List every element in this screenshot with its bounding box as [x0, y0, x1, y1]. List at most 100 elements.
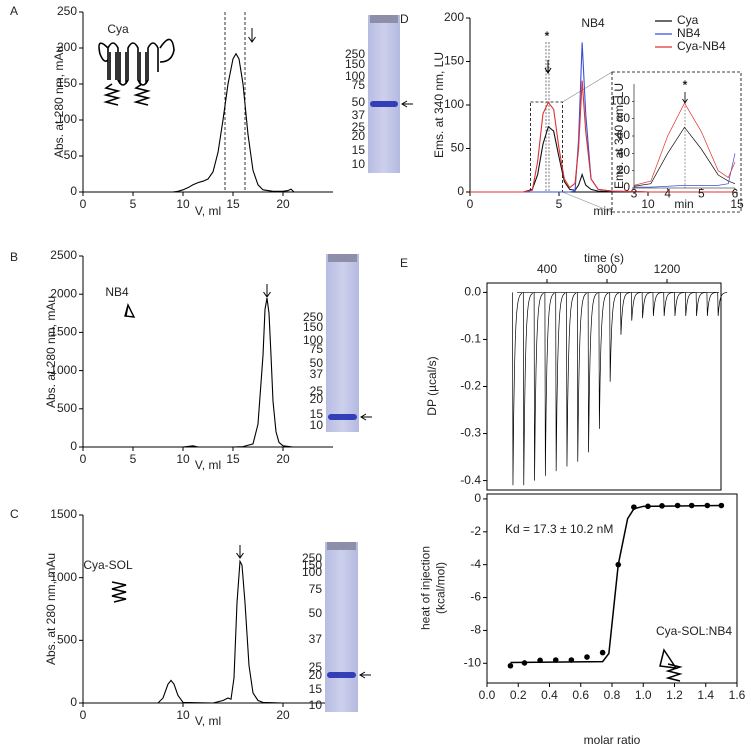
- y-axis-label: DP (µcal/s): [425, 356, 439, 415]
- x-tick-label: 0: [467, 197, 474, 211]
- gel-marker-label: 100: [345, 69, 365, 83]
- y-tick-label: 50: [64, 148, 78, 162]
- gel-marker-label: 150: [345, 57, 365, 71]
- x-axis-label: min: [593, 204, 612, 218]
- injection-peak: [652, 292, 663, 316]
- y-tick-label: 1000: [50, 363, 77, 377]
- injection-peak: [512, 292, 523, 486]
- x-axis-label: min: [674, 197, 693, 211]
- fit-line: [510, 504, 722, 664]
- y-tick-label: 200: [444, 10, 464, 24]
- data-line: [83, 559, 328, 704]
- data-point: [599, 649, 606, 656]
- gel-marker-label: 15: [309, 682, 323, 696]
- injection-peak: [609, 292, 620, 382]
- gel-marker-label: 25: [309, 660, 323, 674]
- zoom-connector: [562, 191, 613, 213]
- legend-label: NB4: [677, 26, 701, 40]
- x-tick-label: 10: [641, 197, 655, 211]
- injection-peak: [717, 292, 728, 316]
- x-tick-label: 10: [176, 197, 190, 211]
- annotation: Cya-SOL:NB4: [656, 624, 732, 638]
- x-tick-label: 4: [664, 187, 671, 201]
- gel-marker-label: 15: [352, 143, 366, 157]
- y-tick-label: 1000: [50, 570, 77, 584]
- x-tick-label: 5: [130, 197, 137, 211]
- y-tick-label: 1500: [50, 325, 77, 339]
- x-tick-label: 5: [698, 187, 705, 201]
- gel-marker-label: 250: [302, 551, 322, 565]
- injection-peak: [576, 292, 587, 462]
- gel-band: [370, 101, 398, 107]
- injection-peak: [641, 292, 652, 319]
- y-tick-label: 0: [474, 491, 481, 505]
- injection-peak: [630, 292, 641, 321]
- x-tick-label: 15: [730, 197, 744, 211]
- gel-marker-label: 25: [352, 120, 366, 134]
- data-line: [83, 52, 328, 193]
- gel-lane: [325, 542, 358, 712]
- gel-marker-label: 10: [310, 418, 324, 432]
- data-line: [634, 153, 736, 188]
- zoom-connector: [562, 71, 613, 103]
- x-tick-label: 0: [80, 197, 87, 211]
- gel-marker-label: 100: [302, 565, 322, 579]
- x-tick-label: 0.6: [572, 688, 589, 702]
- gel-marker-label: 50: [352, 95, 366, 109]
- y-tick-label: 150: [57, 76, 77, 90]
- y-tick-label: 0: [70, 184, 77, 198]
- y-tick-label: 100: [57, 112, 77, 126]
- data-line: [470, 125, 737, 193]
- y-tick-label: 2000: [50, 286, 77, 300]
- y-tick-label: 40: [617, 146, 631, 160]
- nb4-icon: [124, 303, 136, 318]
- gel-band: [328, 414, 357, 420]
- x-tick-label: 20: [276, 708, 290, 722]
- gel-marker-label: 20: [310, 392, 324, 406]
- y-axis-label: Ems. at 340 nm, LU: [612, 83, 626, 189]
- band-arrow: [360, 413, 372, 421]
- peak-arrow: [248, 28, 256, 43]
- peak-arrow: [544, 60, 552, 74]
- gel-marker-label: 10: [352, 157, 366, 171]
- x-tick-label: 5: [556, 197, 563, 211]
- annotation: NB4: [581, 16, 605, 30]
- injection-peak: [587, 292, 598, 453]
- panel-label: C: [10, 507, 19, 521]
- injection-peak: [598, 292, 609, 429]
- gel-marker-label: 250: [345, 47, 365, 61]
- data-line: [83, 297, 328, 448]
- injection-peak: [706, 292, 717, 316]
- x-tick-label: 20: [276, 452, 290, 466]
- injection-peak: [684, 292, 695, 316]
- x-tick-label: 0.0: [479, 688, 496, 702]
- x-tick-label: 15: [226, 452, 240, 466]
- injection-peak: [533, 292, 544, 481]
- panel-label: A: [10, 4, 18, 18]
- y-tick-label: -6: [470, 590, 481, 604]
- complex-icon: [659, 648, 683, 682]
- y-tick-label: -0.3: [460, 426, 481, 440]
- injection-peak: [695, 292, 706, 316]
- zoom-box: [530, 101, 563, 193]
- gel-marker-label: 37: [310, 367, 324, 381]
- y-tick-label: 20: [617, 163, 631, 177]
- gel-well: [370, 15, 398, 23]
- x-tick-label: 3: [631, 187, 638, 201]
- y-tick-label: 2500: [50, 248, 77, 262]
- y-tick-label: -0.1: [460, 332, 481, 346]
- x-tick-label: 0: [80, 452, 87, 466]
- data-line: [633, 126, 736, 187]
- cya-sol-icon: [111, 581, 127, 603]
- y-tick-label: 50: [451, 141, 465, 155]
- panel-label: D: [400, 12, 409, 26]
- y-axis-label: Abs. at 280 nm, mAu: [44, 296, 58, 408]
- gel-lane: [368, 15, 400, 173]
- peak-arrow: [263, 284, 271, 298]
- x-tick-label: 5: [130, 452, 137, 466]
- gel-marker-label: 37: [352, 108, 366, 122]
- data-point: [507, 662, 514, 669]
- injection-peak: [555, 292, 566, 472]
- y-tick-label: 80: [617, 111, 631, 125]
